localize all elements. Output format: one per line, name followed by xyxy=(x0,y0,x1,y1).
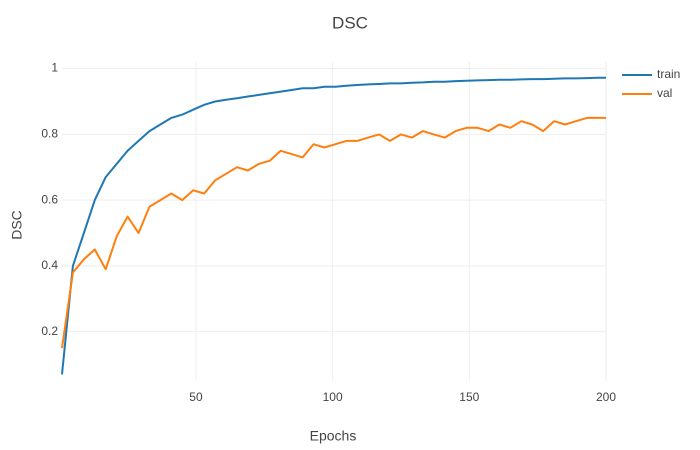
y-tick-label: 1 xyxy=(51,61,58,75)
y-tick-label: 0.8 xyxy=(41,127,58,141)
x-tick-label: 100 xyxy=(323,390,343,404)
legend-label: val xyxy=(657,86,672,100)
y-tick-label: 0.4 xyxy=(41,258,58,272)
y-tick-label: 0.6 xyxy=(41,192,58,206)
y-axis-title: DSC xyxy=(9,210,25,240)
x-tick-label: 50 xyxy=(189,390,203,404)
data-line xyxy=(61,116,606,349)
y-tick-label: 0.2 xyxy=(41,324,58,338)
chart-title: DSC xyxy=(332,13,368,32)
data-line xyxy=(61,76,606,375)
x-axis-title: Epochs xyxy=(310,428,357,444)
legend-label: train xyxy=(657,67,680,81)
x-tick-label: 150 xyxy=(459,390,479,404)
x-tick-label: 200 xyxy=(596,390,616,404)
